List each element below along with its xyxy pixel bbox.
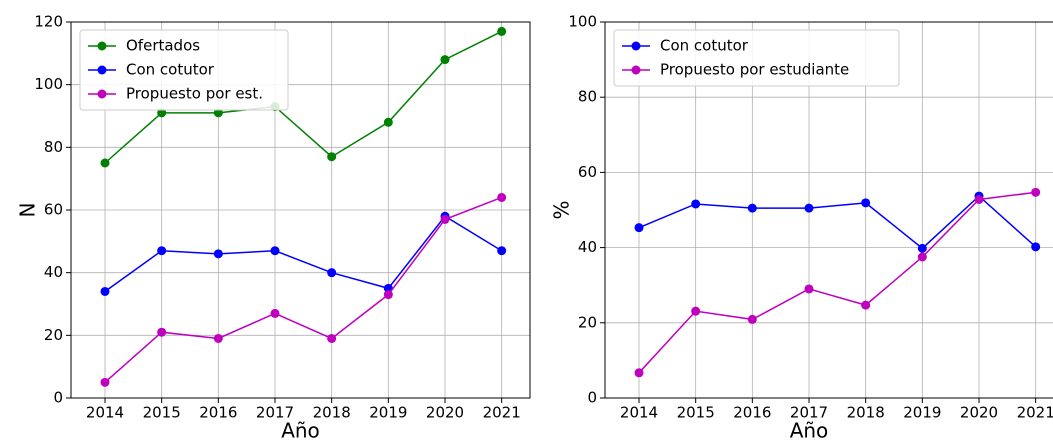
- point: [213, 333, 223, 343]
- line-series: [638, 195, 1037, 250]
- x-tick-label: 2020: [426, 404, 464, 422]
- point: [100, 286, 110, 296]
- point: [213, 108, 223, 118]
- point: [270, 308, 280, 318]
- x-tick-label: 2018: [313, 404, 351, 422]
- point: [440, 214, 450, 224]
- y-tick-label: 60: [44, 201, 63, 219]
- y-tick-label: 40: [44, 263, 63, 281]
- point: [100, 377, 110, 387]
- x-tick-label: 2017: [790, 404, 828, 422]
- line-series: [638, 191, 1036, 374]
- point: [327, 268, 337, 278]
- point: [747, 314, 757, 324]
- point: [497, 192, 507, 202]
- x-axis-label: Año: [281, 419, 320, 441]
- y-tick-label: 100: [568, 13, 597, 31]
- y-tick-label: 80: [578, 88, 597, 106]
- legend-marker: [97, 65, 107, 75]
- point: [917, 243, 927, 253]
- point: [804, 203, 814, 213]
- legend-marker: [631, 41, 641, 51]
- y-tick-label: 60: [578, 163, 597, 181]
- point: [327, 152, 337, 162]
- point: [383, 290, 393, 300]
- x-tick-label: 2019: [369, 404, 407, 422]
- legend-label: Propuesto por estudiante: [660, 61, 849, 79]
- point: [497, 26, 507, 36]
- point: [861, 198, 871, 208]
- x-tick-label: 2016: [733, 404, 771, 422]
- x-tick-label: 2020: [960, 404, 998, 422]
- y-tick-label: 20: [44, 326, 63, 344]
- point: [100, 158, 110, 168]
- legend-marker: [97, 41, 107, 51]
- point: [157, 246, 167, 256]
- point: [634, 223, 644, 233]
- legend-label: Propuesto por est.: [126, 85, 263, 103]
- y-tick-label: 0: [53, 389, 63, 407]
- x-tick-label: 2014: [620, 404, 658, 422]
- y-tick-label: 0: [587, 389, 597, 407]
- line-series: [104, 196, 502, 383]
- point: [691, 199, 701, 209]
- x-axis-label: Año: [790, 419, 829, 441]
- point: [270, 246, 280, 256]
- point: [213, 249, 223, 259]
- x-tick-label: 2018: [847, 404, 885, 422]
- point: [917, 252, 927, 262]
- y-tick-label: 80: [44, 138, 63, 156]
- legend-box: [613, 29, 900, 87]
- y-tick-label: 100: [34, 75, 63, 93]
- line-series: [104, 215, 503, 293]
- legend-marker: [631, 65, 641, 75]
- point: [804, 284, 814, 294]
- y-tick-label: 40: [578, 238, 597, 256]
- y-tick-label: 20: [578, 313, 597, 331]
- point: [634, 368, 644, 378]
- point: [440, 55, 450, 65]
- point: [157, 327, 167, 337]
- x-tick-label: 2021: [1017, 404, 1053, 422]
- legend-marker: [97, 89, 107, 99]
- x-tick-label: 2017: [256, 404, 294, 422]
- x-tick-label: 2019: [903, 404, 941, 422]
- y-axis-label: N: [16, 203, 40, 218]
- point: [497, 246, 507, 256]
- legend-box: [79, 29, 289, 111]
- plot-frame: [604, 21, 1053, 399]
- point: [974, 194, 984, 204]
- point: [383, 117, 393, 127]
- plot-frame: [70, 21, 531, 399]
- point: [1031, 187, 1041, 197]
- y-axis-label: %: [550, 200, 574, 219]
- x-tick-label: 2015: [143, 404, 181, 422]
- line-series: [104, 30, 503, 164]
- legend-label: Ofertados: [126, 37, 200, 55]
- legend-label: Con cotutor: [660, 37, 749, 55]
- x-tick-label: 2014: [86, 404, 124, 422]
- point: [861, 300, 871, 310]
- x-tick-label: 2015: [677, 404, 715, 422]
- point: [327, 333, 337, 343]
- y-tick-label: 120: [34, 13, 63, 31]
- x-tick-label: 2021: [483, 404, 521, 422]
- x-tick-label: 2016: [199, 404, 237, 422]
- point: [691, 306, 701, 316]
- point: [747, 203, 757, 213]
- point: [157, 108, 167, 118]
- point: [1031, 242, 1041, 252]
- legend-label: Con cotutor: [126, 61, 215, 79]
